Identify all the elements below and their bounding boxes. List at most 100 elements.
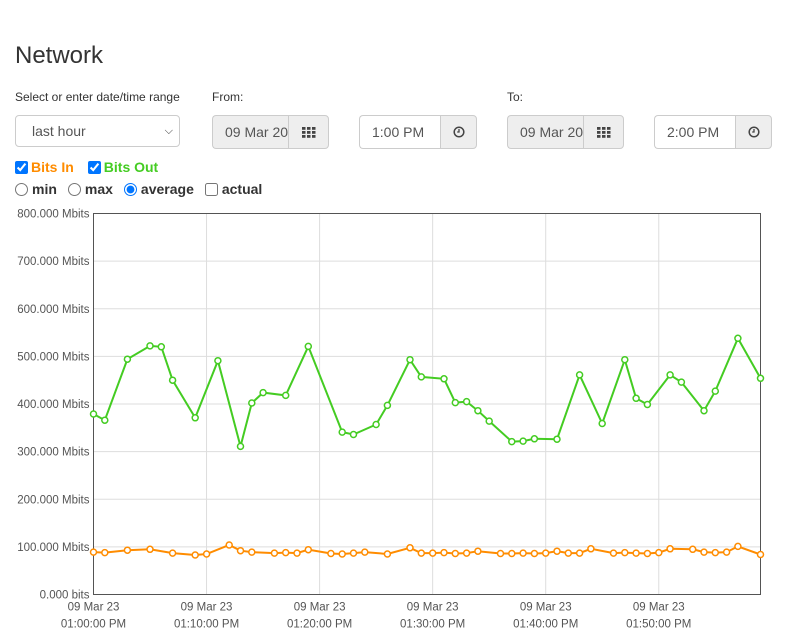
bits-in-point xyxy=(417,549,426,557)
bits-out-toggle[interactable]: Bits Out xyxy=(87,159,159,175)
bits-in-point xyxy=(462,549,471,557)
bits-out-line xyxy=(93,336,762,451)
to-date-input[interactable]: 09 Mar 2023 xyxy=(507,115,583,149)
x-tick-time-label: 01:40:00 PM xyxy=(513,619,578,631)
bits-out-point xyxy=(146,342,154,350)
clock-icon[interactable] xyxy=(735,115,772,149)
bits-in-checkbox[interactable] xyxy=(15,160,28,174)
bits-in-point xyxy=(191,551,199,559)
y-tick-label: 0.000 bits xyxy=(40,590,90,602)
bits-out-point xyxy=(383,401,392,410)
bits-out-point xyxy=(338,428,346,436)
range-select-value: last hour xyxy=(32,123,86,139)
bits-in-point xyxy=(89,548,98,556)
agg-actual-label: actual xyxy=(221,181,263,197)
agg-actual-option[interactable]: actual xyxy=(204,181,263,197)
bits-in-point xyxy=(553,547,561,555)
bits-out-point xyxy=(89,410,98,418)
bits-out-point xyxy=(530,435,539,443)
bits-in-point xyxy=(338,550,346,558)
bits-in-point xyxy=(101,548,109,557)
agg-max-option[interactable]: max xyxy=(67,181,113,197)
bits-in-point xyxy=(123,546,132,554)
bits-out-point xyxy=(632,394,640,403)
bits-out-point xyxy=(248,399,256,407)
to-label: To: xyxy=(507,90,524,104)
bits-out-point xyxy=(677,378,686,386)
bits-in-point xyxy=(383,550,392,558)
bits-in-point xyxy=(700,548,708,556)
y-tick-label: 600.000 Mbits xyxy=(17,304,89,316)
bits-in-point xyxy=(428,549,437,557)
y-tick-label: 200.000 Mbits xyxy=(17,494,89,506)
bits-out-point xyxy=(191,414,199,422)
bits-out-point xyxy=(157,343,166,351)
y-tick-label: 400.000 Mbits xyxy=(17,399,89,411)
bits-in-point xyxy=(327,549,335,558)
to-time-input[interactable]: 2:00 PM xyxy=(654,115,735,149)
bits-in-point xyxy=(361,548,369,556)
bits-in-point xyxy=(519,549,527,557)
page-title: Network xyxy=(15,42,104,69)
network-chart: 0.000 bits 100.000 Mbits 200.000 Mbits 300.… xyxy=(17,209,765,631)
bits-out-point xyxy=(440,375,448,383)
bits-in-point xyxy=(621,548,629,557)
bits-in-point xyxy=(406,544,414,552)
bits-in-point xyxy=(575,549,584,557)
x-tick-date-label: 09 Mar 23 xyxy=(68,602,120,614)
bits-in-point xyxy=(270,549,279,557)
y-tick-label: 700.000 Mbits xyxy=(17,256,89,268)
agg-min-radio[interactable] xyxy=(15,182,28,196)
bits-out-point xyxy=(417,373,426,381)
agg-min-label: min xyxy=(32,181,57,197)
bits-out-point xyxy=(756,374,765,383)
bits-out-point xyxy=(485,417,493,425)
x-tick-time-label: 01:10:00 PM xyxy=(174,619,239,631)
from-date-input[interactable]: 09 Mar 2023 xyxy=(212,115,288,149)
from-time-input[interactable]: 1:00 PM xyxy=(359,115,440,149)
x-tick-date-label: 09 Mar 23 xyxy=(294,602,346,614)
bits-out-point xyxy=(259,388,267,397)
bits-in-point xyxy=(756,550,765,559)
bits-in-point xyxy=(293,549,301,557)
bits-out-point xyxy=(451,398,460,407)
agg-max-label: max xyxy=(84,181,113,197)
agg-average-label: average xyxy=(140,181,194,197)
bits-out-checkbox[interactable] xyxy=(87,160,101,174)
range-select[interactable]: last hour ⌵ xyxy=(15,115,180,147)
x-tick-time-label: 01:50:00 PM xyxy=(626,619,691,631)
bits-in-point xyxy=(248,548,256,556)
agg-average-option[interactable]: average xyxy=(123,181,194,197)
x-tick-date-label: 09 Mar 23 xyxy=(633,602,685,614)
y-tick-label: 800.000 Mbits xyxy=(17,209,89,221)
calendar-icon[interactable] xyxy=(288,115,329,149)
bits-in-point xyxy=(666,545,674,553)
x-tick-time-label: 01:20:00 PM xyxy=(287,619,352,631)
series-toggles: Bits In Bits Out xyxy=(15,159,172,175)
chevron-down-icon: ⌵ xyxy=(164,125,173,137)
bits-in-label: Bits In xyxy=(31,159,74,175)
agg-max-radio[interactable] xyxy=(67,182,81,196)
bits-out-point xyxy=(575,371,584,379)
x-tick-date-label: 09 Mar 23 xyxy=(520,602,572,614)
range-label: Select or enter date/time range xyxy=(15,90,180,104)
y-tick-label: 100.000 Mbits xyxy=(17,542,89,554)
agg-min-option[interactable]: min xyxy=(15,181,57,197)
plot-frame xyxy=(93,213,761,595)
bits-out-point xyxy=(519,437,527,445)
bits-in-point xyxy=(722,548,731,556)
bits-in-point xyxy=(609,549,618,557)
clock-icon[interactable] xyxy=(440,115,477,149)
bits-out-point xyxy=(168,376,177,384)
bits-out-label: Bits Out xyxy=(103,159,159,175)
bits-in-point xyxy=(734,542,742,551)
calendar-icon[interactable] xyxy=(583,115,624,149)
agg-actual-checkbox[interactable] xyxy=(204,182,218,196)
bits-in-point xyxy=(564,549,573,557)
bits-in-point xyxy=(451,549,460,558)
y-tick-label: 500.000 Mbits xyxy=(17,351,89,363)
bits-in-point xyxy=(655,548,663,557)
bits-in-toggle[interactable]: Bits In xyxy=(15,159,74,175)
bits-out-point xyxy=(508,437,516,446)
agg-average-radio[interactable] xyxy=(123,182,137,196)
